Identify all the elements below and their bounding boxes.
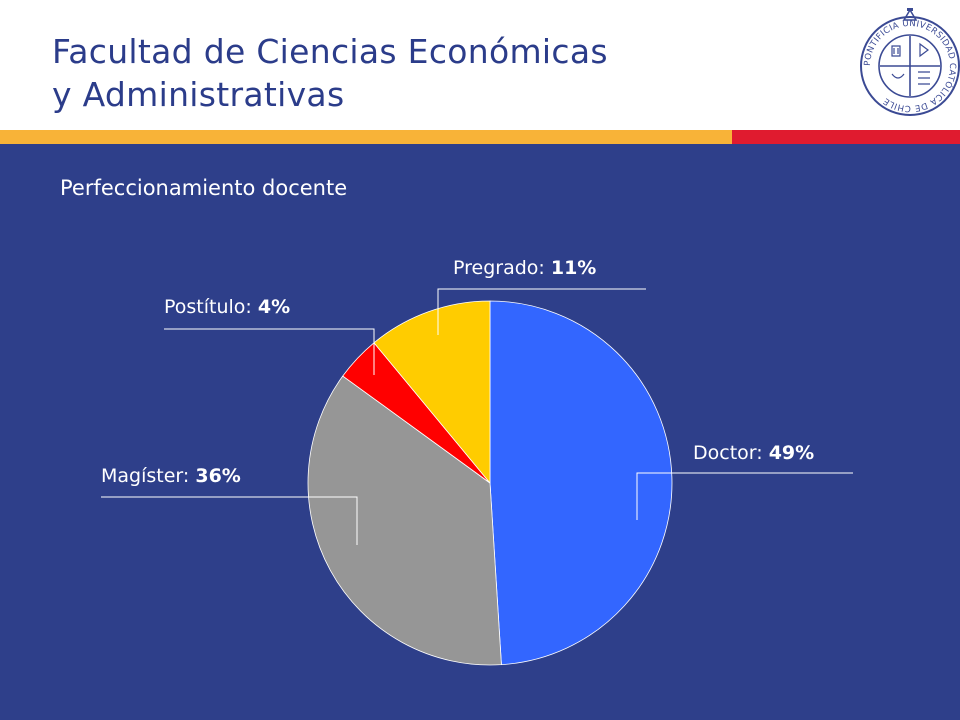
page-title-line-2: y Administrativas (52, 75, 345, 114)
page-title-line-1: Facultad de Ciencias Económicas (52, 32, 608, 71)
data-label-name: Pregrado: (453, 257, 551, 279)
pie-slice-pregrado (373, 300, 491, 485)
data-label-magister: Magíster: 36% (101, 465, 241, 487)
slide-subtitle: Perfeccionamiento docente (60, 176, 348, 200)
leader-line-postitulo (164, 328, 375, 375)
data-label-doctor: Doctor: 49% (693, 442, 814, 464)
pie-slice-doctor (489, 300, 673, 666)
university-seal-icon: PONTIFICIA UNIVERSIDAD CATÓLICA DE CHILE (860, 8, 960, 116)
data-label-name: Magíster: (101, 465, 195, 487)
data-label-postitulo: Postítulo: 4% (164, 296, 290, 318)
pie-slice-magister (307, 375, 502, 666)
pie-slices (307, 300, 673, 666)
data-label-name: Postítulo: (164, 296, 258, 318)
page-title: Facultad de Ciencias Económicas y Admini… (52, 30, 608, 116)
pie-leader-lines (101, 288, 853, 545)
header-stripe-red (732, 130, 960, 144)
leader-line-doctor (636, 472, 853, 520)
pie-data-labels: Doctor: 49% Magíster: 36% Postítulo: 4% Pre… (101, 257, 814, 487)
data-label-pregrado: Pregrado: 11% (453, 257, 596, 279)
data-label-value: 4% (258, 296, 290, 318)
data-label-name: Doctor: (693, 442, 769, 464)
header-bar: Facultad de Ciencias Económicas y Admini… (0, 0, 960, 130)
leader-line-magister (101, 496, 358, 545)
data-label-value: 11% (551, 257, 596, 279)
data-label-value: 49% (769, 442, 814, 464)
header-stripe-yellow (0, 130, 732, 144)
data-label-value: 36% (195, 465, 240, 487)
leader-line-pregrado (437, 288, 646, 335)
